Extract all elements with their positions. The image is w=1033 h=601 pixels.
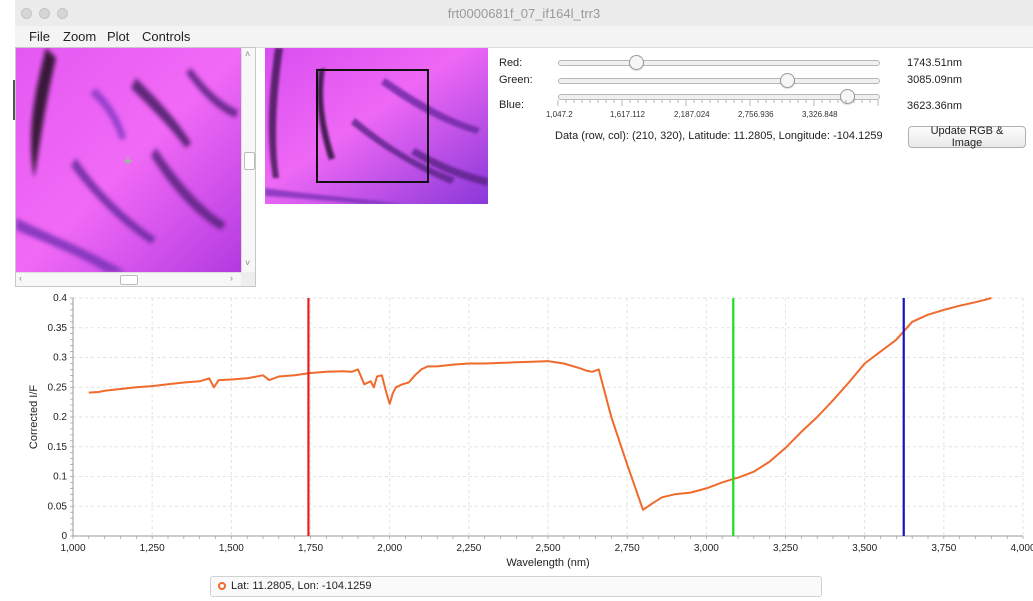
menu-plot[interactable]: Plot: [107, 29, 130, 44]
x-tick-label: 1,250: [140, 543, 165, 554]
x-tick-label: 2,750: [615, 543, 640, 554]
zoom-window-icon[interactable]: [57, 8, 68, 19]
blue-slider-knob[interactable]: [840, 89, 856, 104]
x-tick-label: 4,000: [1010, 543, 1033, 554]
overview-image[interactable]: [265, 48, 488, 204]
blue-value: 3623.36nm: [907, 100, 963, 112]
scroll-up-arrow-icon[interactable]: ˄: [245, 49, 251, 59]
vertical-scrollbar[interactable]: ˄ ˅: [241, 48, 255, 272]
menu-bar: File Zoom Plot Controls: [15, 26, 1033, 48]
x-tick-label: 1,500: [219, 543, 244, 554]
x-tick-label: 3,500: [852, 543, 877, 554]
update-rgb-image-button[interactable]: Update RGB & Image: [908, 125, 1026, 149]
slider-tick-label: 1,047.2: [546, 110, 573, 119]
y-tick-label: 0.3: [53, 353, 67, 364]
x-tick-label: 2,000: [377, 543, 402, 554]
legend-marker-icon: [218, 582, 226, 590]
x-tick-label: 2,500: [535, 543, 560, 554]
left-window-edge: [0, 0, 15, 601]
spectrum-chart[interactable]: 1,000 1,250 1,500 1,750 2,000 2,250 2,500 2,750…: [15, 290, 1033, 570]
close-window-icon[interactable]: [21, 8, 32, 19]
horizontal-scrollbar[interactable]: ‹ ›: [16, 272, 241, 286]
menu-file[interactable]: File: [29, 29, 50, 44]
red-label: Red:: [499, 57, 523, 69]
data-info-text: Data (row, col): (210, 320), Latitude: 1…: [555, 130, 883, 142]
y-axis-label: Corrected I/F: [28, 385, 40, 449]
green-label: Green:: [499, 74, 533, 86]
x-tick-label: 3,250: [773, 543, 798, 554]
slider-tick-label: 1,617.112: [610, 110, 645, 119]
green-value: 3085.09nm: [907, 74, 963, 86]
y-tick-label: 0.2: [53, 412, 67, 423]
vertical-scroll-thumb[interactable]: [244, 152, 255, 170]
blue-slider-track[interactable]: [558, 94, 880, 100]
x-tick-label: 1,000: [60, 543, 85, 554]
blue-slider-ticks: [557, 100, 879, 106]
menu-controls[interactable]: Controls: [142, 29, 191, 44]
red-value: 1743.51nm: [907, 57, 963, 69]
y-tick-label: 0.05: [48, 501, 68, 512]
y-tick-label: 0.1: [53, 472, 67, 483]
zoomed-image[interactable]: [16, 48, 241, 272]
menu-zoom[interactable]: Zoom: [63, 29, 97, 44]
x-tick-label: 3,000: [694, 543, 719, 554]
horizontal-scroll-thumb[interactable]: [120, 275, 138, 285]
viewport-rectangle[interactable]: [316, 69, 429, 183]
y-tick-label: 0.15: [48, 442, 68, 453]
x-tick-label: 3,750: [931, 543, 956, 554]
slider-tick-label: 3,326.848: [802, 110, 838, 119]
spectrum-line: [88, 297, 992, 511]
red-slider-knob[interactable]: [629, 55, 645, 70]
y-tick-label: 0.4: [53, 293, 67, 304]
green-slider-knob[interactable]: [779, 73, 795, 88]
window-title: frt0000681f_07_if164l_trr3: [447, 6, 601, 21]
crosshair-icon: [124, 157, 132, 165]
y-tick-label: 0.35: [48, 323, 68, 334]
blue-label: Blue:: [499, 99, 525, 111]
y-tick-label: 0.25: [48, 382, 68, 393]
slider-tick-label: 2,756.936: [738, 110, 774, 119]
legend-series-label: Lat: 11.2805, Lon: -104.1259: [231, 580, 372, 592]
zoomed-image-view[interactable]: ˄ ˅ ‹ ›: [15, 47, 256, 287]
slider-tick-label: 2,187.024: [674, 110, 710, 119]
x-axis-label: Wavelength (nm): [506, 557, 589, 569]
scroll-down-arrow-icon[interactable]: ˅: [245, 258, 251, 268]
scroll-left-arrow-icon[interactable]: ‹: [19, 273, 22, 283]
chart-legend: Lat: 11.2805, Lon: -104.1259: [210, 576, 822, 597]
overview-image-canvas[interactable]: [265, 48, 488, 204]
y-tick-label: 0: [61, 531, 67, 542]
red-slider-track[interactable]: [558, 60, 880, 66]
scroll-right-arrow-icon[interactable]: ›: [230, 273, 233, 283]
x-tick-label: 1,750: [298, 543, 323, 554]
minimize-window-icon[interactable]: [39, 8, 50, 19]
x-tick-label: 2,250: [456, 543, 481, 554]
green-slider-track[interactable]: [558, 78, 880, 84]
